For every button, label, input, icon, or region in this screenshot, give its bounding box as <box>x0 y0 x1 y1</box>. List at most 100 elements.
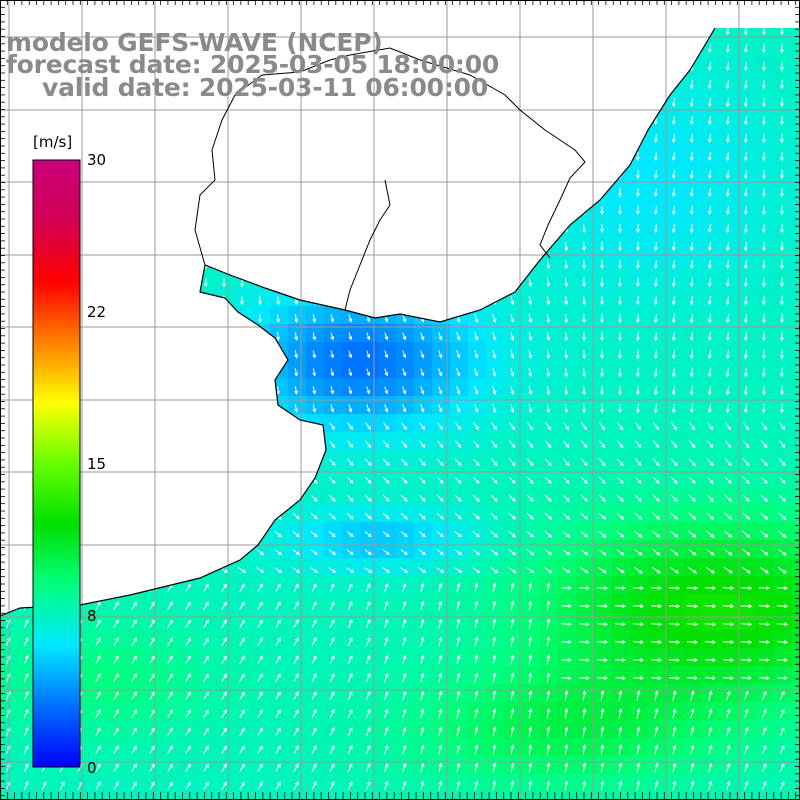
wind-arrow <box>492 223 497 234</box>
wind-arrow <box>776 640 789 645</box>
speed-cell <box>360 108 379 127</box>
speed-cell <box>162 504 181 523</box>
colorbar-tick-22: 22 <box>87 303 107 321</box>
speed-cell <box>234 360 253 379</box>
speed-cell <box>558 504 577 523</box>
wind-arrow <box>635 349 640 360</box>
wind-arrow <box>238 458 246 466</box>
speed-cell <box>630 180 649 199</box>
speed-cell <box>108 342 127 361</box>
wind-arrow <box>95 205 100 216</box>
wind-arrow <box>650 604 663 609</box>
wind-arrow <box>239 440 246 449</box>
wind-arrow <box>419 440 426 449</box>
speed-cell <box>648 234 667 253</box>
wind-arrow <box>420 762 425 773</box>
wind-arrow <box>492 618 497 629</box>
speed-cell <box>108 468 127 487</box>
speed-cell <box>126 792 145 800</box>
wind-arrow <box>740 622 753 627</box>
wind-arrow <box>113 619 119 629</box>
wind-arrow <box>707 259 712 270</box>
wind-arrow <box>438 151 443 161</box>
wind-arrow <box>258 313 263 324</box>
speed-cell <box>324 486 343 505</box>
wind-arrow <box>600 205 605 216</box>
wind-arrow <box>203 115 208 126</box>
wind-arrow <box>258 350 263 359</box>
speed-cell <box>666 162 685 181</box>
wind-arrow <box>221 223 226 234</box>
speed-cell <box>486 432 505 451</box>
speed-cell <box>198 306 217 325</box>
speed-cell <box>720 270 739 289</box>
speed-cell <box>360 468 379 487</box>
speed-cell <box>486 162 505 181</box>
wind-arrow <box>743 313 748 324</box>
wind-arrow <box>438 690 443 701</box>
wind-arrow <box>508 512 516 520</box>
wind-arrow <box>294 187 299 198</box>
coastline <box>0 27 716 617</box>
wind-arrow <box>113 637 119 647</box>
wind-arrow <box>382 531 390 538</box>
wind-arrow <box>23 654 29 665</box>
speed-cell <box>504 360 523 379</box>
wind-arrow <box>689 151 694 162</box>
speed-cell <box>558 54 577 73</box>
speed-cell <box>486 504 505 523</box>
speed-cell <box>306 378 325 397</box>
wind-arrow <box>364 476 372 484</box>
wind-arrow <box>24 151 29 162</box>
wind-arrow <box>597 586 608 591</box>
wind-arrow <box>113 601 119 611</box>
speed-cell <box>738 306 757 325</box>
wind-arrow <box>687 566 697 574</box>
wind-arrow <box>293 709 299 719</box>
wind-arrow <box>293 619 299 629</box>
wind-arrow <box>329 440 336 449</box>
speed-cell <box>108 414 127 433</box>
speed-cell <box>432 216 451 235</box>
wind-arrow <box>688 422 696 431</box>
wind-arrow <box>726 780 731 791</box>
wind-arrow <box>582 403 587 414</box>
speed-cell <box>576 270 595 289</box>
wind-arrow <box>131 655 137 665</box>
speed-cell <box>342 540 361 559</box>
wind-arrow <box>130 512 138 520</box>
wind-arrow <box>382 567 391 574</box>
speed-cell <box>486 558 505 577</box>
wind-arrow <box>419 223 425 233</box>
wind-arrow <box>436 458 444 466</box>
wind-arrow <box>564 79 569 90</box>
wind-arrow <box>149 763 155 772</box>
wind-arrow <box>562 440 570 449</box>
wind-arrow <box>672 708 677 719</box>
speed-cell <box>648 36 667 55</box>
wind-arrow <box>614 604 627 609</box>
wind-arrow <box>113 763 119 772</box>
speed-cell <box>468 28 487 37</box>
speed-cell <box>342 432 361 451</box>
speed-cell <box>126 162 145 181</box>
speed-cell <box>648 648 667 667</box>
wind-arrow <box>690 762 695 773</box>
wind-arrow <box>365 583 371 593</box>
speed-cell <box>180 378 199 397</box>
speed-cell <box>666 522 685 541</box>
wind-arrow <box>654 744 659 755</box>
wind-arrow <box>492 726 497 737</box>
speed-cell <box>756 90 775 109</box>
wind-arrow <box>328 458 336 466</box>
wind-arrow <box>761 79 766 90</box>
speed-cell <box>90 486 109 505</box>
speed-cell <box>108 306 127 325</box>
wind-arrow <box>402 386 407 395</box>
wind-arrow <box>743 331 748 342</box>
wind-arrow <box>77 133 82 144</box>
wind-arrow <box>4 512 12 520</box>
speed-cell <box>612 504 631 523</box>
wind-arrow <box>95 781 101 791</box>
speed-cell <box>126 270 145 289</box>
